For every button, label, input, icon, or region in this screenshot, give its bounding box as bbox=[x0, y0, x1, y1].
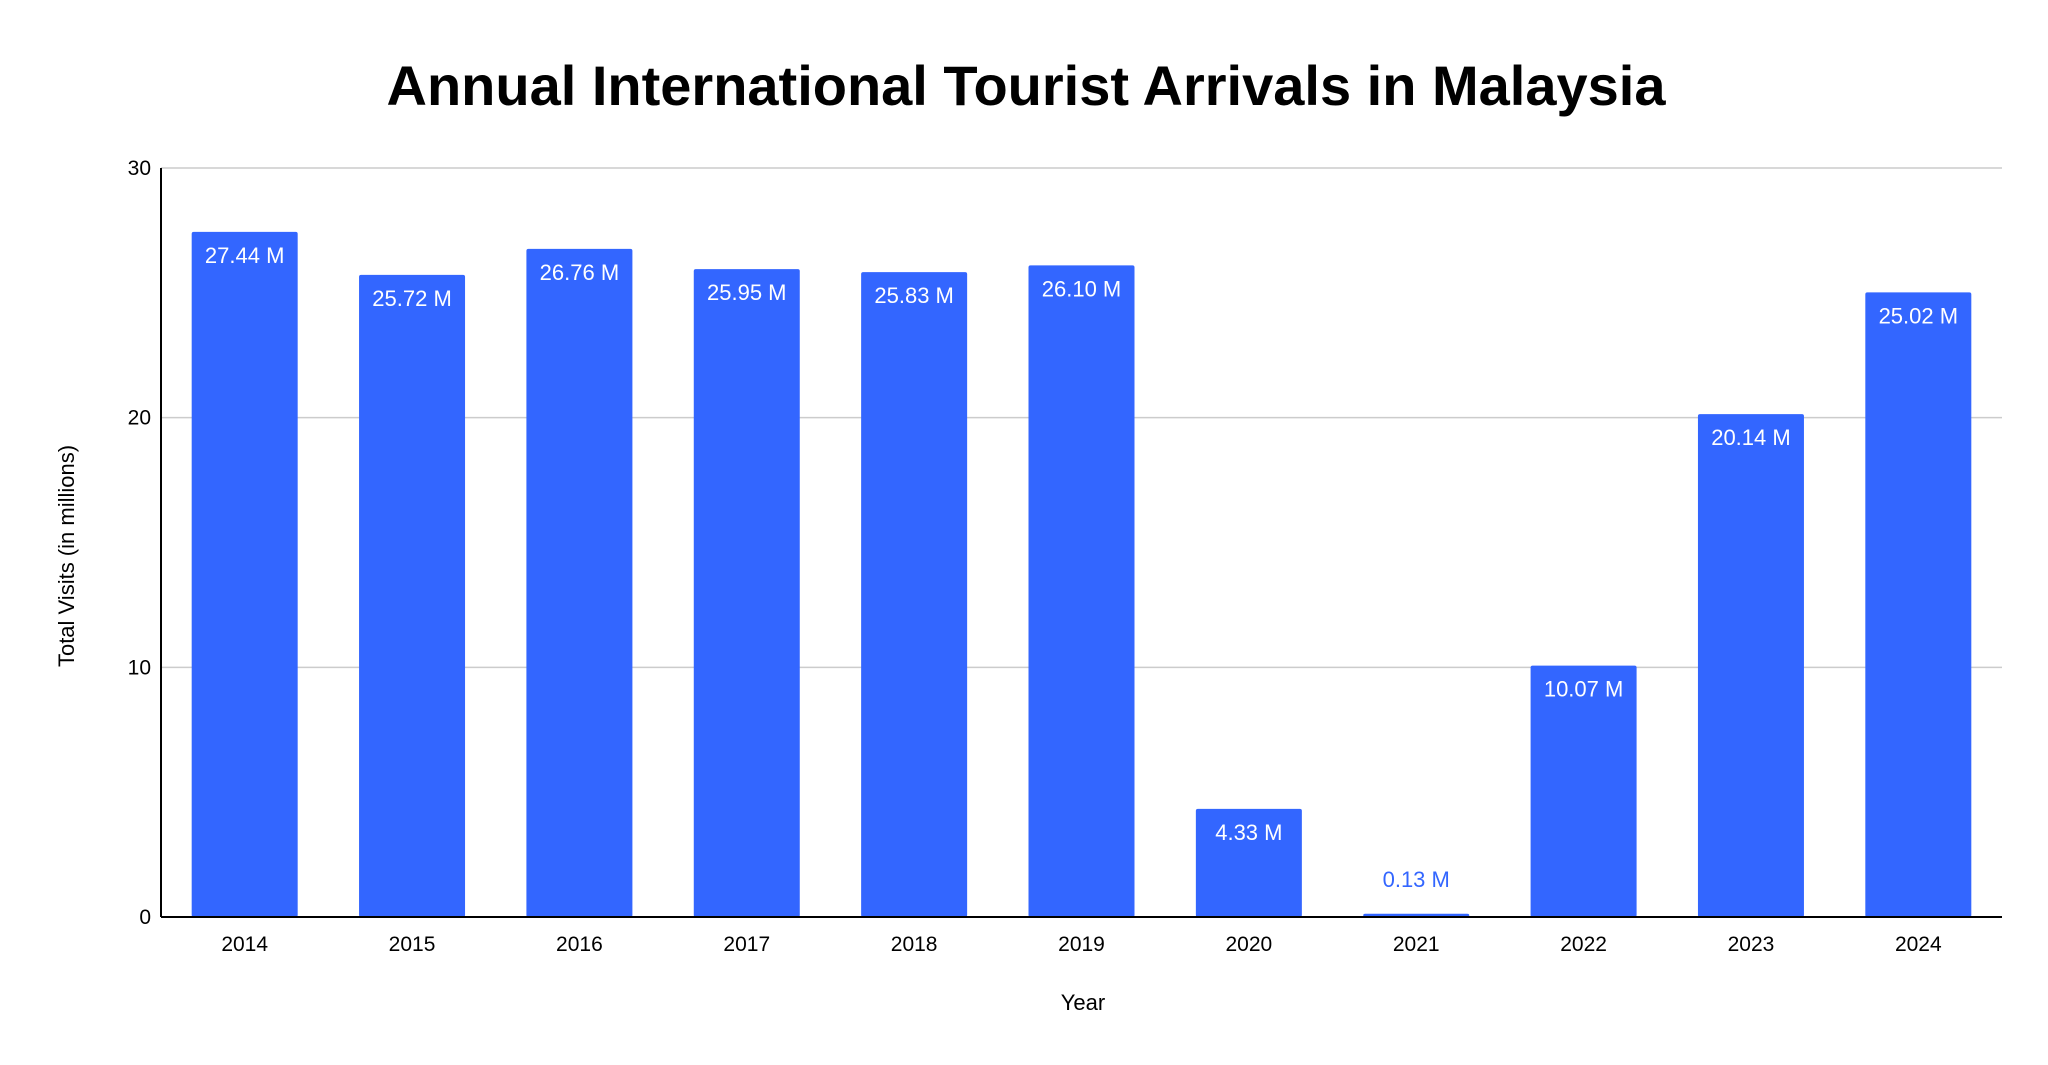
y-tick-label: 0 bbox=[139, 906, 151, 929]
x-tick-label: 2014 bbox=[221, 933, 268, 956]
bar-2015 bbox=[359, 274, 466, 918]
bar-2018 bbox=[861, 272, 968, 918]
bar-2023 bbox=[1697, 414, 1804, 917]
x-tick-label: 2017 bbox=[723, 933, 770, 956]
bars bbox=[191, 231, 1972, 918]
bar-2020 bbox=[1195, 808, 1302, 917]
data-label-2014: 27.44 M bbox=[205, 243, 285, 268]
y-tick-label: 20 bbox=[128, 407, 151, 430]
x-tick-label: 2016 bbox=[556, 933, 603, 956]
data-label-2024: 25.02 M bbox=[1879, 303, 1959, 328]
data-label-2020: 4.33 M bbox=[1215, 820, 1282, 845]
x-tick-label: 2020 bbox=[1226, 933, 1273, 956]
x-tick-label: 2015 bbox=[389, 933, 436, 956]
data-label-2017: 25.95 M bbox=[707, 280, 787, 305]
x-tick-label: 2023 bbox=[1728, 933, 1775, 956]
data-label-2016: 26.76 M bbox=[540, 260, 620, 285]
x-axis-title: Year bbox=[1061, 990, 1105, 1015]
x-tick-label: 2024 bbox=[1895, 933, 1942, 956]
bar-2014 bbox=[191, 231, 298, 917]
y-tick-label: 30 bbox=[128, 157, 151, 180]
bar-2024 bbox=[1865, 292, 1972, 918]
data-label-2018: 25.83 M bbox=[874, 283, 954, 308]
x-tick-label: 2018 bbox=[891, 933, 938, 956]
chart-title: Annual International Tourist Arrivals in… bbox=[387, 54, 1667, 117]
data-label-2021: 0.13 M bbox=[1383, 867, 1450, 892]
axes: 0 10 20 30 2014 2015 2016 2017 2018 2019 2020 2021 2… bbox=[128, 157, 2002, 956]
data-label-2023: 20.14 M bbox=[1711, 425, 1791, 450]
x-tick-label: 2022 bbox=[1560, 933, 1607, 956]
y-tick-label: 10 bbox=[128, 656, 151, 679]
y-axis-title: Total Visits (in millions) bbox=[54, 445, 79, 667]
x-tick-label: 2021 bbox=[1393, 933, 1440, 956]
data-label-2015: 25.72 M bbox=[372, 286, 452, 311]
bar-2022 bbox=[1530, 665, 1637, 917]
bar-2016 bbox=[526, 248, 633, 918]
bar-2017 bbox=[693, 269, 800, 917]
data-labels: 27.44 M 25.72 M 26.76 M 25.95 M 25.83 M 26.10… bbox=[205, 243, 1958, 892]
data-label-2019: 26.10 M bbox=[1042, 276, 1122, 301]
bar-2019 bbox=[1028, 265, 1135, 917]
data-label-2022: 10.07 M bbox=[1544, 677, 1624, 702]
x-tick-label: 2019 bbox=[1058, 933, 1105, 956]
